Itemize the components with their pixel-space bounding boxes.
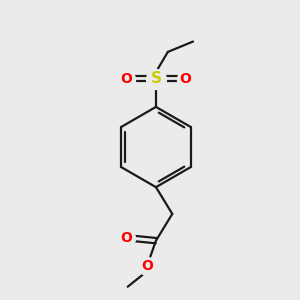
Text: O: O [141,259,153,273]
Text: O: O [120,231,132,245]
Text: O: O [180,72,192,86]
Text: O: O [120,72,132,86]
Text: S: S [150,71,161,86]
